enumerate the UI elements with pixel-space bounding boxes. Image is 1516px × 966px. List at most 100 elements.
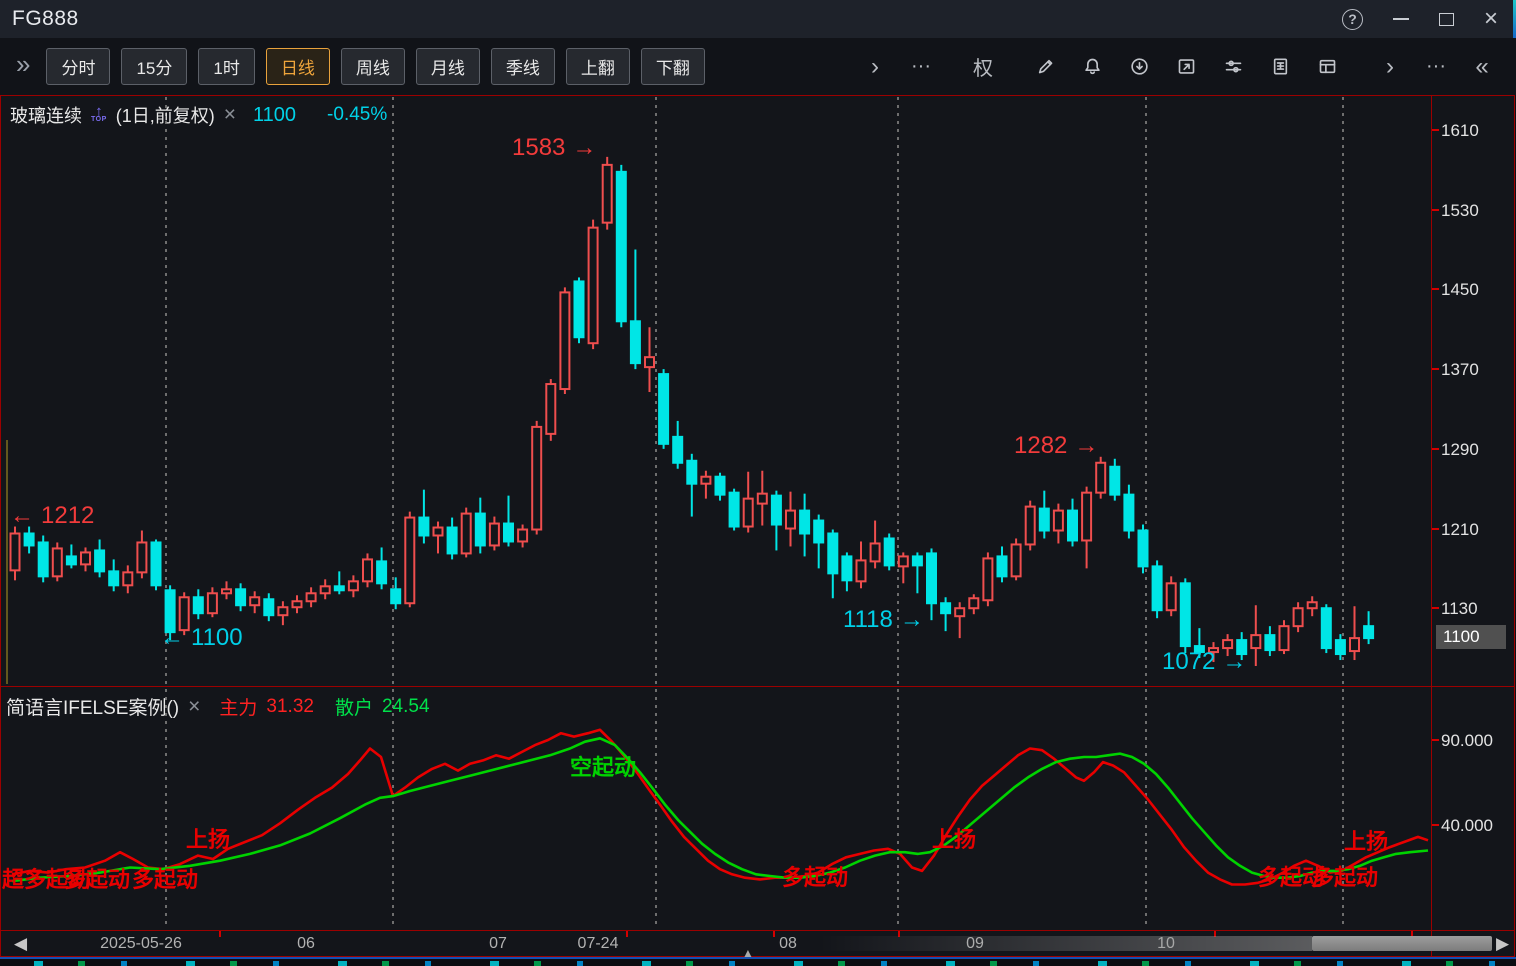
price-axis-divider (1431, 95, 1432, 957)
candle-body (108, 570, 120, 587)
price-tick (1432, 129, 1439, 131)
chart-frame (0, 95, 1515, 957)
candle-body (1151, 565, 1163, 612)
period-button[interactable]: 上翻 (565, 48, 630, 85)
signal-label: 超多起动 (2, 867, 91, 892)
order-form-icon[interactable] (1270, 56, 1291, 77)
candle-body (206, 592, 218, 615)
collapse-left-icon[interactable]: « (1475, 52, 1489, 80)
candle-body (770, 494, 782, 526)
minimize-icon[interactable] (1392, 18, 1409, 20)
candle-body (488, 522, 500, 547)
candle-body (1024, 505, 1036, 546)
candle-body (150, 541, 162, 587)
candle-body (1038, 507, 1050, 532)
bell-icon[interactable] (1082, 56, 1103, 77)
chevron-right-icon[interactable]: › (1386, 52, 1394, 80)
chevron-right-icon[interactable]: › (871, 52, 879, 80)
scroll-left-arrow[interactable]: ◀ (14, 934, 28, 953)
candle-body (1179, 582, 1191, 648)
signal-label: 多起动 (64, 867, 131, 892)
period-button[interactable]: 1时 (198, 48, 255, 85)
candle-body (742, 497, 754, 528)
signal-label: 上扬 (932, 827, 977, 852)
download-icon[interactable] (1129, 56, 1150, 77)
indicator-tick (1432, 739, 1439, 741)
price-annotation: 1072 → (1162, 648, 1247, 675)
candle-body (1320, 607, 1332, 650)
price-annotation: 1583 → (512, 134, 597, 161)
signal-label: 多起动 (132, 867, 199, 892)
period-button[interactable]: 周线 (340, 48, 405, 85)
legend-close-icon[interactable]: × (223, 103, 237, 126)
time-axis-label: 2025-05-26 (100, 935, 182, 952)
candle-body (531, 425, 543, 531)
scrollbar-thumb[interactable] (1312, 936, 1492, 951)
bottom-mini-strip (0, 957, 1516, 966)
expand-toolbar-icon[interactable]: » (16, 49, 31, 79)
candle-body (333, 585, 345, 592)
candle-body (376, 560, 388, 585)
period-button[interactable]: 15分 (121, 48, 188, 85)
pencil-icon[interactable] (1035, 56, 1056, 77)
candle-body (1067, 509, 1078, 542)
candle-body (911, 555, 923, 567)
top-rank-icon[interactable]: ↑ TOP (91, 103, 107, 123)
period-button[interactable]: 下翻 (640, 48, 705, 85)
candle-body (644, 356, 655, 369)
price-axis-label: 1610 (1441, 121, 1479, 140)
adjust-rights-icon[interactable]: 权 (973, 58, 993, 80)
candle-body (235, 588, 247, 607)
candle-body (305, 592, 317, 603)
candle-body (686, 459, 698, 485)
candle-body (926, 552, 937, 605)
candle-body (446, 526, 458, 555)
sliders-icon[interactable] (1223, 56, 1244, 77)
price-annotation: ← 1100 (160, 624, 243, 651)
candle-body (164, 589, 176, 634)
scroll-right-arrow[interactable]: ▶ (1496, 934, 1510, 953)
candle-body (94, 549, 106, 573)
arrow-left-icon: ← (160, 624, 184, 651)
period-button[interactable]: 分时 (46, 48, 111, 85)
period-button[interactable]: 日线 (265, 48, 330, 85)
candle-body (221, 588, 232, 595)
timeaxis-divider (1, 930, 1514, 931)
titlebar: FG888 ? × (0, 0, 1516, 38)
series1-label: 主力 (219, 698, 258, 719)
indicator-line (11, 728, 1429, 886)
series2-label: 散户 (334, 698, 373, 719)
candle-body (517, 528, 529, 543)
candle-body (23, 532, 35, 547)
window-title: FG888 (12, 7, 79, 30)
panel-collapse-handle[interactable]: ▲ (742, 946, 754, 960)
candle-body (559, 291, 571, 391)
export-image-icon[interactable] (1176, 56, 1197, 77)
indicator-close-icon[interactable]: × (188, 694, 201, 718)
candle-body (587, 226, 599, 345)
window-edge-highlight (1513, 0, 1516, 38)
candle-body (982, 557, 994, 602)
help-icon[interactable]: ? (1341, 8, 1363, 30)
period-button[interactable]: 月线 (415, 48, 480, 85)
layout-icon[interactable] (1317, 56, 1338, 77)
candle-body (192, 596, 204, 615)
candle-body (658, 373, 670, 445)
more-icon[interactable]: ··· (911, 55, 931, 77)
time-axis-tick (219, 931, 221, 937)
last-price: 1100 (253, 103, 297, 126)
candle-body (80, 551, 91, 566)
more-icon[interactable]: ··· (1426, 55, 1446, 77)
price-axis-label: 1130 (1441, 599, 1478, 619)
candle-body (573, 280, 585, 339)
candle-body (813, 519, 825, 544)
time-axis-label: 06 (297, 935, 315, 952)
price-annotation: ← 1212 (10, 502, 95, 529)
close-icon[interactable]: × (1483, 5, 1498, 32)
period-button[interactable]: 季线 (490, 48, 555, 85)
signal-label: 多起动 (1258, 865, 1325, 890)
window-controls: ? × (1341, 5, 1504, 32)
maximize-icon[interactable] (1438, 12, 1454, 26)
